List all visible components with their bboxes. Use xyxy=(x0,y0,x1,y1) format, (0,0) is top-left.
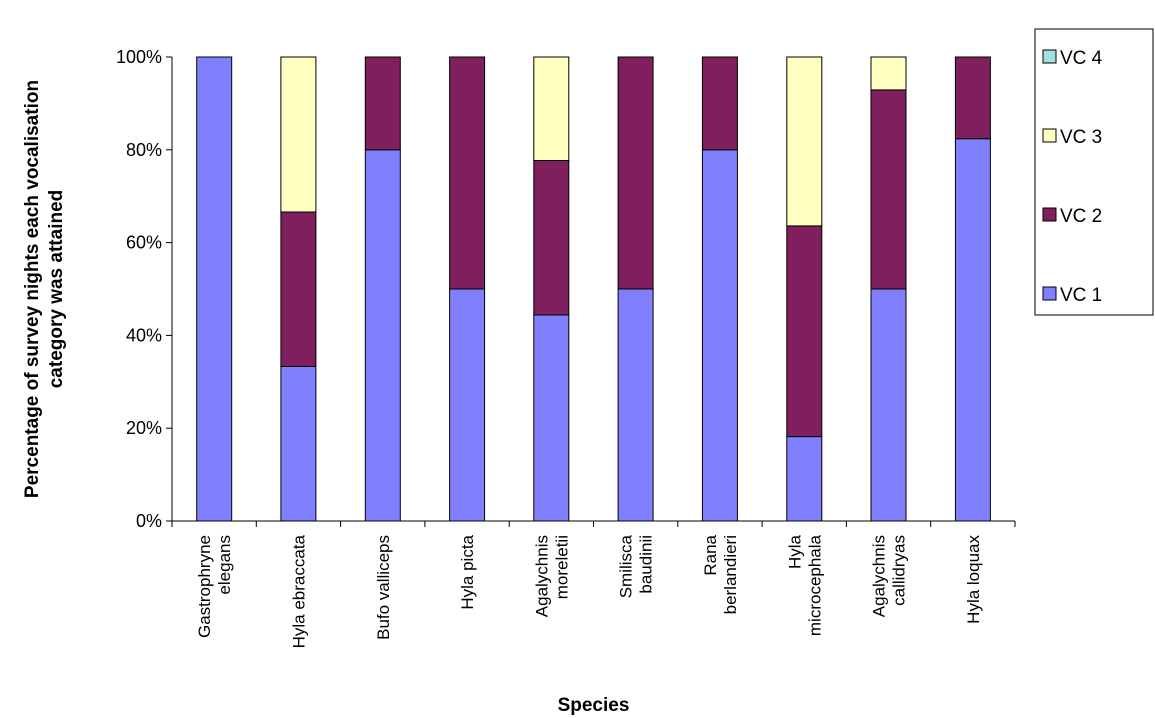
y-tick-label: 0% xyxy=(136,511,162,531)
category-label: Hyla loquax xyxy=(964,535,983,624)
bar-segment-vc-2-9 xyxy=(954,56,991,140)
legend-swatch-vc-1 xyxy=(1042,286,1057,301)
category-label: Hyla picta xyxy=(458,534,477,609)
bar-segment-vc-1-3 xyxy=(449,288,486,522)
legend-swatch-vc-4 xyxy=(1042,49,1057,64)
bar-segment-vc-1-2 xyxy=(364,149,401,522)
bar-segment-vc-2-5 xyxy=(617,56,654,290)
bar-segment-vc-1-1 xyxy=(280,366,317,522)
legend-box xyxy=(1034,28,1154,316)
bars-group xyxy=(196,56,991,522)
y-tick-label: 20% xyxy=(126,418,162,438)
x-axis-title: Species xyxy=(558,695,630,716)
bar-segment-vc-1-9 xyxy=(954,138,991,522)
bar-segment-vc-1-7 xyxy=(786,436,823,522)
bar-segment-vc-3-8 xyxy=(870,56,907,91)
bar-segment-vc-2-8 xyxy=(870,89,907,290)
bar-segment-vc-1-5 xyxy=(617,288,654,522)
bar-segment-vc-2-6 xyxy=(701,56,738,151)
bar-segment-vc-3-1 xyxy=(280,56,317,213)
bar-segment-vc-1-0 xyxy=(196,56,233,522)
bar-segment-vc-2-7 xyxy=(786,225,823,438)
legend-label-vc-3: VC 3 xyxy=(1060,127,1102,148)
category-label: Ranaberlandieri xyxy=(701,534,740,614)
legend-label-vc-1: VC 1 xyxy=(1060,285,1102,306)
axes-group xyxy=(166,56,1016,527)
legend-swatch-vc-2 xyxy=(1042,207,1057,222)
legend-swatch-vc-3 xyxy=(1042,128,1057,143)
bar-segment-vc-2-4 xyxy=(533,160,570,316)
y-tick-label: 60% xyxy=(126,233,162,253)
labels-group: 0% 20% 40% 60% 80% 100% Gastrophryneelegans Hyl… xyxy=(116,47,983,648)
bar-segment-vc-2-1 xyxy=(280,211,317,367)
legend-label-vc-4: VC 4 xyxy=(1060,48,1103,69)
bar-segment-vc-3-4 xyxy=(533,56,570,161)
bar-segment-vc-1-4 xyxy=(533,314,570,522)
bar-segment-vc-1-6 xyxy=(701,149,738,522)
category-label: Hyla ebraccata xyxy=(289,534,308,648)
y-tick-label: 40% xyxy=(126,325,162,345)
bar-segment-vc-2-2 xyxy=(364,56,401,151)
category-label: Agalychnismoreletii xyxy=(532,535,571,617)
bar-segment-vc-1-8 xyxy=(870,288,907,522)
y-tick-label: 80% xyxy=(126,140,162,160)
category-label: Gastrophryneelegans xyxy=(195,535,234,638)
category-label: Agalychniscallidryas xyxy=(870,535,909,617)
y-tick-label: 100% xyxy=(116,47,162,67)
y-axis-title: Percentage of survey nights each vocalis… xyxy=(22,80,67,498)
legend-label-vc-2: VC 2 xyxy=(1060,206,1102,227)
category-label: Smiliscabaudinii xyxy=(617,534,656,598)
bar-segment-vc-2-3 xyxy=(449,56,486,290)
legend: VC 4 VC 3 VC 2 VC 1 xyxy=(1034,28,1154,316)
bar-segment-vc-3-7 xyxy=(786,56,823,227)
category-label: Bufo valliceps xyxy=(374,535,393,640)
category-label: Hylamicrocephala xyxy=(785,534,824,636)
